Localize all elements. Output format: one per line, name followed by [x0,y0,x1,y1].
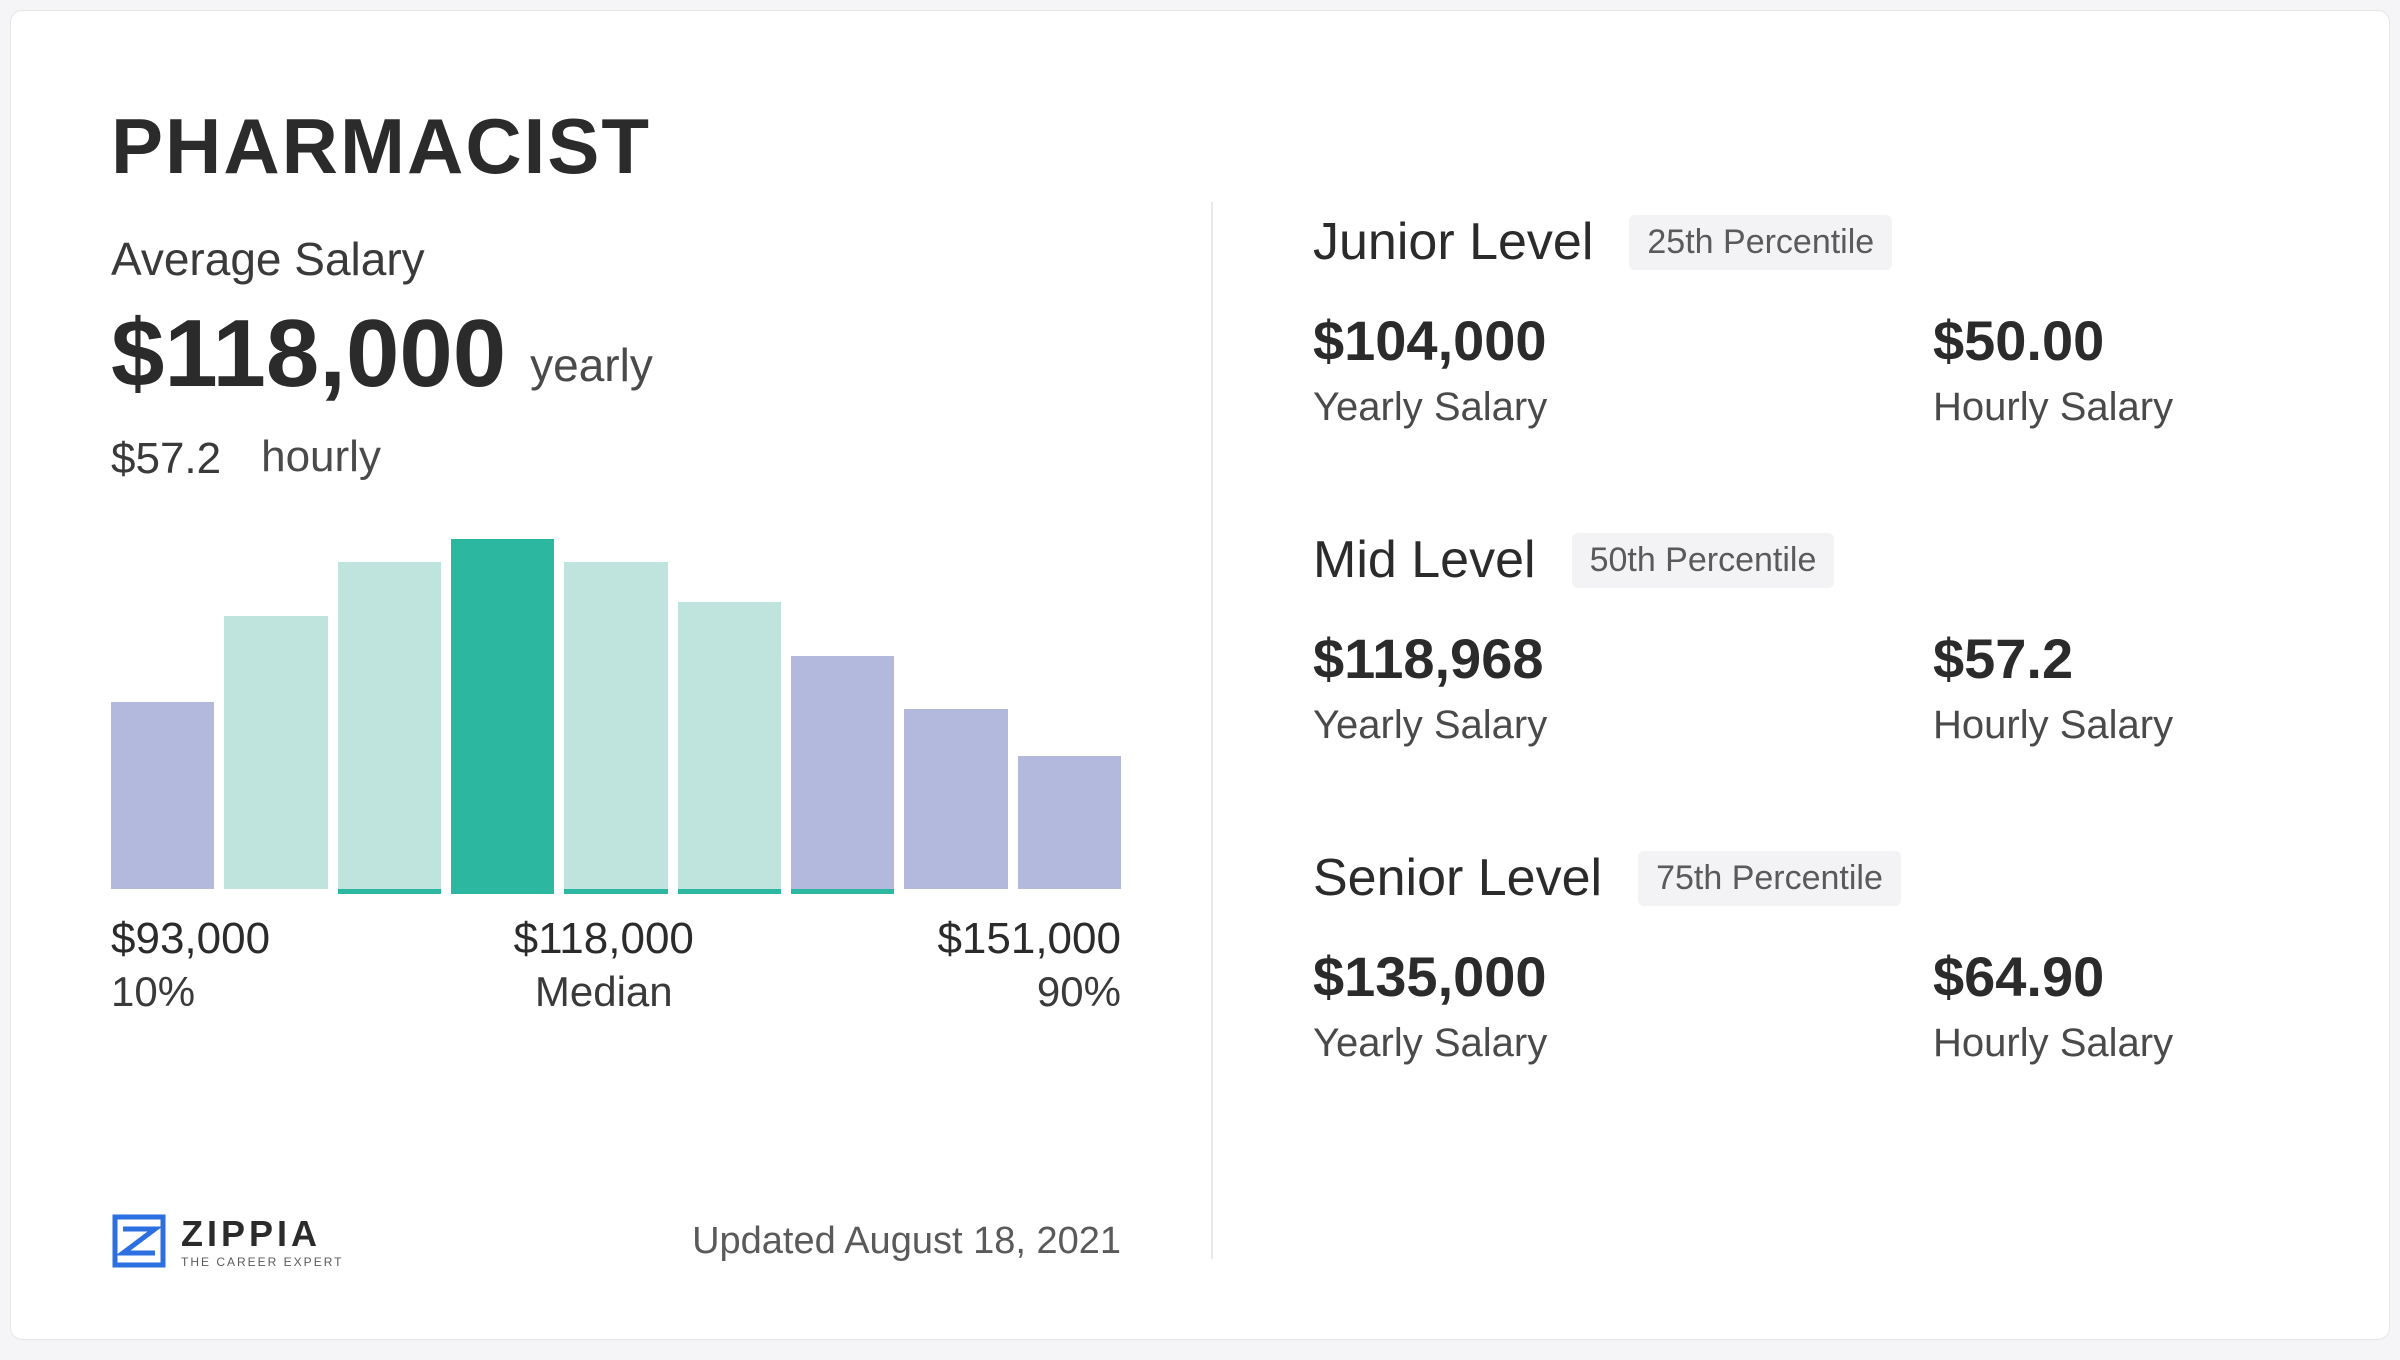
level-values-row: $104,000 Yearly Salary$50.00 Hourly Salary [1313,308,2289,430]
salary-level: Senior Level 75th Percentile $135,000 Yearl… [1313,848,2289,1066]
level-values-row: $135,000 Yearly Salary$64.90 Hourly Salary [1313,944,2289,1066]
axis-median: $118,000 Median [514,914,694,1016]
chart-bar-underline [1018,889,1121,894]
columns: Average Salary $118,000 yearly $57.2 hou… [111,212,2289,1279]
chart-bar [338,562,441,894]
hourly-salary-value: $64.90 [1933,944,2289,1009]
chart-bar-underline [564,889,667,894]
chart-bar-fill [678,602,781,889]
chart-bar [564,562,667,894]
level-name: Mid Level [1313,530,1536,590]
hourly-cell: $57.2 Hourly Salary [1933,626,2289,748]
chart-bar-underline [678,889,781,894]
chart-bar-fill [451,539,554,889]
chart-bar-fill [1018,756,1121,889]
levels-panel: Junior Level 25th Percentile $104,000 Yearl… [1213,212,2289,1279]
chart-bar-underline [224,889,327,894]
chart-bar-fill [791,656,894,889]
chart-bar-fill [564,562,667,889]
salary-level: Mid Level 50th Percentile $118,968 Yearly S… [1313,530,2289,748]
chart-bar-fill [338,562,441,889]
chart-bar [904,709,1007,894]
yearly-cell: $135,000 Yearly Salary [1313,944,1933,1066]
chart-bar-underline [791,889,894,894]
average-hourly-row: $57.2 hourly [111,432,1131,484]
hourly-salary-value: $57.2 [1933,626,2289,691]
average-yearly-row: $118,000 yearly [111,306,1131,402]
chart-bar-fill [224,616,327,889]
salary-level: Junior Level 25th Percentile $104,000 Yearl… [1313,212,2289,430]
chart-bar [1018,756,1121,894]
axis-median-label: Median [535,968,673,1016]
salary-distribution-chart [111,544,1121,894]
logo-name: ZIPPIA [181,1213,343,1255]
percentile-badge: 50th Percentile [1572,533,1835,588]
yearly-salary-value: $118,968 [1313,626,1933,691]
zippia-logo-text: ZIPPIA THE CAREER EXPERT [181,1213,343,1269]
percentile-badge: 75th Percentile [1638,851,1901,906]
hourly-cell: $64.90 Hourly Salary [1933,944,2289,1066]
yearly-salary-label: Yearly Salary [1313,703,1933,748]
average-hourly-period: hourly [261,432,381,484]
chart-bar [451,539,554,894]
hourly-cell: $50.00 Hourly Salary [1933,308,2289,430]
average-salary-label: Average Salary [111,232,1131,286]
chart-bar [111,702,214,894]
axis-10pct-label: 10% [111,968,270,1016]
hourly-salary-label: Hourly Salary [1933,385,2289,430]
chart-bar-fill [111,702,214,889]
axis-10pct-value: $93,000 [111,914,270,964]
yearly-salary-label: Yearly Salary [1313,385,1933,430]
yearly-salary-value: $135,000 [1313,944,1933,1009]
percentile-badge: 25th Percentile [1629,215,1892,270]
axis-90pct-label: 90% [1037,968,1121,1016]
yearly-salary-value: $104,000 [1313,308,1933,373]
chart-bar [224,616,327,894]
level-header: Mid Level 50th Percentile [1313,530,2289,590]
axis-10pct: $93,000 10% [111,914,270,1016]
chart-bar [678,602,781,894]
axis-90pct: $151,000 90% [937,914,1121,1016]
chart-bar-fill [904,709,1007,889]
axis-90pct-value: $151,000 [937,914,1121,964]
left-panel: Average Salary $118,000 yearly $57.2 hou… [111,212,1211,1279]
chart-bar [791,656,894,894]
level-values-row: $118,968 Yearly Salary$57.2 Hourly Salary [1313,626,2289,748]
chart-axis: $93,000 10% $118,000 Median $151,000 90% [111,914,1121,1016]
axis-median-value: $118,000 [514,914,694,964]
chart-bar-underline [111,889,214,894]
hourly-salary-value: $50.00 [1933,308,2289,373]
hourly-salary-label: Hourly Salary [1933,1021,2289,1066]
level-name: Senior Level [1313,848,1602,908]
zippia-logo: ZIPPIA THE CAREER EXPERT [111,1213,343,1269]
logo-tagline: THE CAREER EXPERT [181,1255,343,1269]
left-footer: ZIPPIA THE CAREER EXPERT Updated August … [111,1213,1121,1279]
average-hourly-value: $57.2 [111,434,221,484]
average-yearly-value: $118,000 [111,306,506,402]
level-name: Junior Level [1313,212,1593,272]
chart-bar-underline [904,889,1007,894]
level-header: Junior Level 25th Percentile [1313,212,2289,272]
hourly-salary-label: Hourly Salary [1933,703,2289,748]
yearly-salary-label: Yearly Salary [1313,1021,1933,1066]
chart-bar-underline [338,889,441,894]
page-title: PHARMACIST [111,101,2289,192]
average-yearly-period: yearly [530,338,653,402]
chart-bar-underline [451,889,554,894]
yearly-cell: $104,000 Yearly Salary [1313,308,1933,430]
salary-card: PHARMACIST Average Salary $118,000 yearl… [10,10,2390,1340]
updated-date: Updated August 18, 2021 [692,1220,1121,1263]
yearly-cell: $118,968 Yearly Salary [1313,626,1933,748]
zippia-logo-icon [111,1213,167,1269]
level-header: Senior Level 75th Percentile [1313,848,2289,908]
